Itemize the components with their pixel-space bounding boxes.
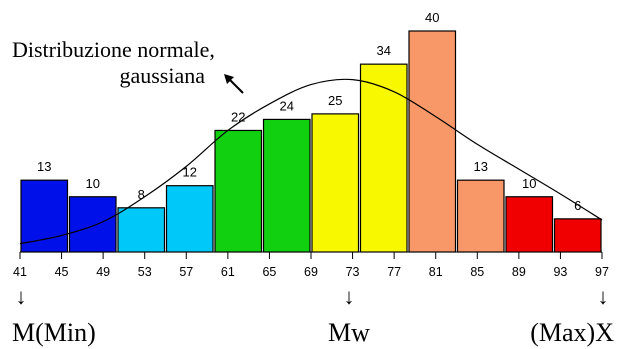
bar-value-label: 40 (425, 10, 439, 25)
bar (505, 196, 554, 253)
x-tick-label: 65 (262, 265, 276, 279)
x-tick-label: 53 (138, 265, 152, 279)
bar (553, 218, 602, 253)
bar-value-label: 13 (474, 159, 488, 174)
bar (456, 179, 505, 253)
x-tick-label: 45 (55, 265, 69, 279)
bar (359, 63, 408, 253)
bar (117, 207, 166, 253)
x-tick-label: 49 (96, 265, 110, 279)
bar-value-label: 24 (280, 98, 294, 113)
ticks-layer: 41 45 49 53 57 61 65 69 73 77 81 85 89 93 97 (13, 252, 609, 279)
x-tick-label: 81 (429, 265, 443, 279)
bar (214, 129, 263, 253)
bar (20, 179, 69, 253)
x-tick-label: 85 (470, 265, 484, 279)
bar-value-label: 22 (231, 109, 245, 124)
marker-label: (Max)X (530, 318, 614, 347)
curve-pointer-arrow (224, 74, 244, 94)
marker-label: M(Min) (12, 318, 96, 347)
bars-layer (20, 30, 602, 253)
marker-arrow-icon: ↓ (598, 284, 609, 309)
x-tick-label: 93 (553, 265, 567, 279)
markers-layer: ↓ M(Min) ↓ Mw ↓ (Max)X (12, 284, 614, 347)
bar-value-label: 13 (37, 159, 51, 174)
bar (68, 196, 117, 253)
bar-value-label: 12 (183, 165, 197, 180)
marker-label: Mw (328, 318, 370, 347)
gaussian-curve (19, 78, 603, 245)
bar-value-label: 25 (328, 93, 342, 108)
curve-label-line-1: Distribuzione normale, (12, 37, 215, 62)
bar-value-label: 10 (86, 176, 100, 191)
x-tick-label: 89 (512, 265, 526, 279)
bar (262, 118, 311, 253)
x-tick-label: 41 (13, 265, 27, 279)
bar-value-label: 10 (522, 176, 536, 191)
bar (408, 30, 457, 253)
x-tick-label: 77 (387, 265, 401, 279)
curve-label-line-2: gaussiana (119, 63, 205, 88)
x-tick-label: 61 (221, 265, 235, 279)
bar (311, 113, 360, 253)
x-tick-label: 69 (304, 265, 318, 279)
marker-arrow-icon: ↓ (16, 284, 27, 309)
bar-value-label: 8 (138, 187, 145, 202)
x-tick-label: 57 (179, 265, 193, 279)
bar (165, 185, 214, 253)
x-tick-label: 97 (595, 265, 609, 279)
x-tick-label: 73 (346, 265, 360, 279)
bar-value-label: 34 (377, 43, 391, 58)
marker-arrow-icon: ↓ (344, 284, 355, 309)
